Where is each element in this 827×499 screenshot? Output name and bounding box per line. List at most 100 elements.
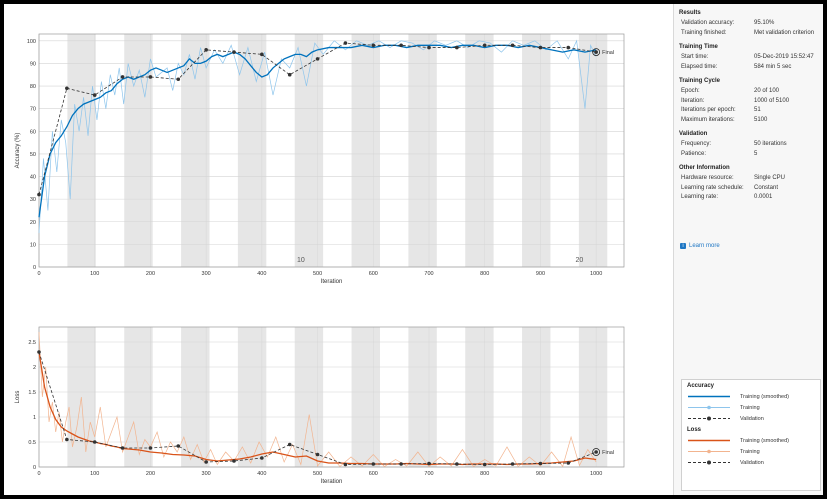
cycle-row: Iteration: 1000 of 5100 bbox=[681, 97, 823, 107]
loss-x-tick-label: 700 bbox=[424, 471, 433, 477]
validation-row-key: Patience: bbox=[681, 150, 707, 157]
loss-final-marker bbox=[592, 448, 601, 456]
other-row-key: Learning rate: bbox=[681, 194, 719, 200]
legend-loss-smoothed: Training (smoothed) bbox=[682, 435, 820, 446]
cycle-row: Epoch: 20 of 100 bbox=[681, 87, 823, 97]
accuracy-x-tick-label: 200 bbox=[146, 271, 155, 277]
accuracy-validation-point bbox=[204, 48, 208, 52]
loss-validation-point bbox=[176, 444, 181, 448]
time-row-value: 584 min 5 sec bbox=[754, 63, 792, 70]
loss-validation-point bbox=[371, 462, 376, 466]
loss-epoch-band bbox=[522, 327, 551, 467]
accuracy-x-tick-label: 0 bbox=[37, 271, 40, 277]
loss-validation-point bbox=[120, 446, 125, 450]
loss-validation-point bbox=[37, 350, 41, 354]
loss-validation-point bbox=[594, 450, 598, 454]
legend-accuracy-validation-swatch bbox=[688, 416, 730, 421]
results-row-value: 95.10% bbox=[754, 20, 775, 26]
other-row: Hardware resource: Single CPU bbox=[681, 174, 823, 184]
accuracy-epoch-band bbox=[67, 34, 96, 267]
cycle-row-value: 5100 bbox=[754, 116, 768, 123]
accuracy-validation-point bbox=[510, 43, 515, 48]
accuracy-validation-point bbox=[287, 72, 292, 77]
accuracy-validation-point bbox=[148, 75, 153, 79]
loss-epoch-band bbox=[237, 327, 267, 467]
accuracy-validation-point bbox=[120, 75, 125, 79]
accuracy-epoch-band bbox=[237, 34, 267, 267]
results-row-value: Met validation criterion bbox=[754, 29, 815, 36]
other-row: Learning rate schedule: Constant bbox=[681, 184, 823, 194]
loss-x-tick-label: 200 bbox=[146, 471, 155, 477]
accuracy-final-marker bbox=[592, 48, 601, 56]
loss-epoch-band bbox=[124, 327, 153, 467]
results-section: Results Validation accuracy: 95.10% Traini… bbox=[674, 10, 823, 38]
loss-x-tick-label: 900 bbox=[536, 471, 545, 477]
accuracy-epoch-band bbox=[522, 34, 551, 267]
accuracy-validation-point bbox=[482, 43, 487, 48]
accuracy-epoch-band bbox=[294, 34, 324, 267]
accuracy-y-tick-label: 80 bbox=[30, 84, 36, 90]
validation-row-value: 5 bbox=[754, 150, 758, 157]
cycle-row-key: Iteration: bbox=[681, 97, 705, 104]
loss-epoch-band bbox=[351, 327, 380, 467]
training-progress-window: 0 10 20 30 40 50 60 70 80 90 100 0 100 200 300 400 500 60… bbox=[4, 4, 823, 495]
cycle-row-key: Maximum iterations: bbox=[681, 116, 735, 123]
training-time-title: Training Time bbox=[679, 44, 718, 50]
time-row-value: 05-Dec-2019 15:52:47 bbox=[754, 54, 814, 60]
accuracy-y-tick-label: 10 bbox=[30, 242, 36, 248]
other-row-key: Hardware resource: bbox=[681, 175, 734, 181]
accuracy-y-tick-label: 20 bbox=[30, 220, 36, 226]
accuracy-y-tick-label: 70 bbox=[30, 107, 36, 113]
accuracy-epoch-band bbox=[465, 34, 494, 267]
other-info-title: Other Information bbox=[679, 165, 730, 171]
loss-y-tick-label: 2.5 bbox=[28, 340, 36, 346]
loss-validation-point bbox=[343, 462, 348, 467]
loss-y-tick-label: 1.5 bbox=[28, 390, 36, 396]
legend-loss-title: Loss bbox=[687, 427, 702, 433]
accuracy-validation-point bbox=[343, 41, 348, 45]
accuracy-y-tick-label: 90 bbox=[30, 61, 36, 67]
info-panel: Results Validation accuracy: 95.10% Traini… bbox=[673, 4, 823, 495]
legend-loss-smoothed-swatch bbox=[688, 439, 730, 442]
cycle-row-key: Epoch: bbox=[681, 88, 700, 94]
learn-more-label: Learn more bbox=[689, 243, 720, 249]
accuracy-y-tick-label: 50 bbox=[30, 152, 36, 158]
loss-y-axis-label: Loss bbox=[15, 391, 21, 404]
accuracy-x-tick-label: 400 bbox=[257, 271, 266, 277]
cycle-row: Iterations per epoch: 51 bbox=[681, 106, 823, 116]
loss-validation-point bbox=[92, 440, 97, 444]
accuracy-y-axis-label: Accuracy (%) bbox=[15, 133, 21, 169]
loss-y-tick-label: 0.5 bbox=[28, 440, 36, 446]
accuracy-x-tick-label: 900 bbox=[536, 271, 545, 277]
accuracy-validation-point bbox=[427, 45, 431, 50]
legend-loss-validation-label: Validation bbox=[740, 459, 764, 466]
other-info-section: Other Information Hardware resource: Sing… bbox=[674, 165, 823, 203]
loss-validation-point bbox=[315, 452, 320, 457]
loss-x-tick-label: 0 bbox=[37, 471, 40, 477]
loss-validation-point bbox=[482, 462, 487, 467]
learn-more-link[interactable]: i Learn more bbox=[680, 243, 720, 249]
loss-x-tick-label: 600 bbox=[369, 471, 378, 477]
training-cycle-section: Training Cycle Epoch: 20 of 100 Iteration:… bbox=[674, 78, 823, 125]
loss-epoch-band bbox=[465, 327, 494, 467]
accuracy-y-tick-label: 60 bbox=[30, 129, 36, 135]
legend-accuracy-smoothed: Training (smoothed) bbox=[682, 391, 820, 402]
accuracy-epoch-band bbox=[351, 34, 380, 267]
accuracy-epoch-band bbox=[578, 34, 608, 267]
legend-loss-training: Training bbox=[682, 446, 820, 457]
validation-title: Validation bbox=[679, 131, 708, 137]
legend-accuracy-validation: Validation bbox=[682, 413, 820, 424]
loss-validation-point bbox=[566, 461, 571, 465]
other-row-value: Constant bbox=[754, 184, 779, 191]
loss-epoch-band bbox=[294, 327, 324, 467]
loss-x-axis-label: Iteration bbox=[321, 479, 343, 485]
loss-validation-point bbox=[287, 442, 292, 447]
accuracy-axes-box bbox=[38, 33, 625, 268]
loss-validation-point bbox=[65, 437, 69, 442]
accuracy-y-tick-label: 40 bbox=[30, 175, 36, 181]
legend-loss-training-swatch bbox=[688, 449, 730, 454]
validation-row: Patience: 5 bbox=[681, 150, 823, 160]
loss-validation-point bbox=[455, 462, 459, 466]
other-row-key: Learning rate schedule: bbox=[681, 184, 744, 191]
accuracy-y-tick-label: 0 bbox=[33, 265, 36, 271]
